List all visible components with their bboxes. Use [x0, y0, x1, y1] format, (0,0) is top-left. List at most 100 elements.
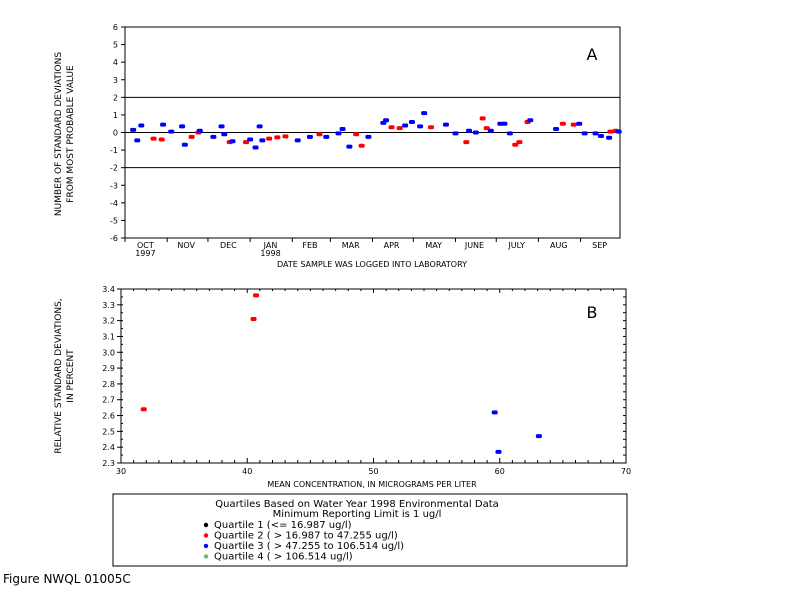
- panel-b-y-tick-label: 2.5: [102, 427, 115, 436]
- panel-a-data-point: [553, 126, 560, 131]
- panel-a-y-axis: 6 5 4 3 2 1 0 -1 -2 -3 -4 -5 -6: [110, 23, 125, 243]
- panel-a-x-month-label: MAY: [425, 241, 442, 250]
- panel-a-data-point: [466, 128, 473, 133]
- legend-item-label: Quartile 3 ( > 47.255 to 106.514 ug/l): [214, 541, 404, 552]
- panel-a-data-point: [252, 145, 259, 150]
- panel-a-data-point: [266, 136, 273, 141]
- panel-a-data-point: [179, 124, 186, 129]
- panel-a-data-point: [158, 137, 165, 142]
- panel-b-y-tick-label: 2.8: [102, 380, 115, 389]
- panel-a-y-tick-label: 5: [113, 41, 118, 50]
- panel-a-data-point: [274, 135, 281, 140]
- panel-a-y-tick-label: 0: [113, 129, 118, 138]
- panel-a-data-point: [427, 125, 434, 130]
- panel-b-y-tick-label: 2.9: [102, 364, 115, 373]
- legend-box: [112, 493, 628, 567]
- panel-b-y-tick-label: 2.4: [102, 443, 115, 452]
- panel-b-x-axis: 30 40 50 60 70: [116, 289, 631, 476]
- panel-b-y-tick-label: 3.0: [102, 348, 115, 357]
- panel-a-y-axis-label-line-2: FROM MOST PROBABLE VALUE: [66, 65, 76, 203]
- panel-b-y-tick-label: 3.1: [102, 332, 115, 341]
- panel-a-data-point: [396, 126, 403, 131]
- panel-a-data-point: [229, 139, 236, 144]
- panel-a-data-point: [487, 128, 494, 133]
- panel-a-data-point: [408, 119, 415, 124]
- panel-a-y-tick-label: -5: [110, 216, 118, 225]
- panel-a-x-month-label: JAN: [263, 241, 278, 250]
- panel-a-data-points: [130, 111, 622, 150]
- panel-b-x-tick-label: 40: [242, 467, 252, 476]
- panel-a-y-axis-label-line-1: NUMBER OF STANDARD DEVIATIONS: [54, 52, 64, 216]
- panel-a-x-year-label: 1997: [135, 249, 155, 258]
- panel-a-data-point: [134, 138, 141, 143]
- panel-b-y-tick-label: 2.3: [102, 459, 115, 468]
- panel-b-y-axis-label-line-2: IN PERCENT: [66, 349, 76, 403]
- panel-a-y-tick-label: 4: [113, 58, 118, 67]
- panel-a-data-point: [512, 142, 519, 147]
- panel-a-data-point: [247, 137, 254, 142]
- legend-item-label: Quartile 1 (<= 16.987 ug/l): [214, 520, 352, 531]
- panel-b-data-point: [495, 449, 502, 454]
- panel-b-data-points: [140, 293, 542, 454]
- panel-a-data-point: [210, 134, 217, 139]
- panel-b-x-tick-label: 60: [495, 467, 505, 476]
- panel-a-y-tick-label: -3: [110, 181, 118, 190]
- panel-b-data-point: [250, 317, 257, 322]
- panel-a-data-point: [306, 134, 313, 139]
- panel-a-x-month-label: DEC: [220, 241, 237, 250]
- panel-a-y-tick-label: 6: [113, 23, 118, 32]
- panel-a-data-point: [615, 129, 622, 134]
- panel-a-x-month-label: JUNE: [464, 241, 484, 250]
- panel-a-data-point: [160, 122, 167, 127]
- panel-a-y-tick-label: 1: [113, 111, 118, 120]
- panel-b-y-axis-label-line-1: RELATIVE STANDARD DEVIATIONS,: [54, 298, 64, 453]
- panel-b-x-tick-label: 50: [368, 467, 378, 476]
- legend-items: Quartile 1 (<= 16.987 ug/l)Quartile 2 ( …: [203, 520, 404, 563]
- legend-item-label: Quartile 2 ( > 16.987 to 47.255 ug/l): [214, 531, 398, 542]
- panel-a-y-tick-label: -6: [110, 234, 118, 243]
- panel-a-x-month-label: MAR: [342, 241, 360, 250]
- panel-a-data-point: [323, 134, 330, 139]
- panel-b-y-tick-label: 2.7: [102, 396, 115, 405]
- panel-a-data-point: [353, 132, 360, 137]
- panel-b-data-point: [253, 293, 260, 298]
- panel-b-y-tick-label: 2.6: [102, 412, 115, 421]
- panel-a-data-point: [506, 131, 513, 136]
- panel-a-data-point: [221, 132, 228, 137]
- panel-a-data-point: [483, 126, 490, 131]
- legend-item-label: Quartile 4 ( > 106.514 ug/l): [214, 552, 353, 563]
- panel-a-reference-lines: [125, 96, 620, 169]
- panel-a-data-point: [606, 135, 613, 140]
- panel-b-x-tick-label: 30: [116, 467, 126, 476]
- figure-caption: Figure NWQL 01005C: [3, 572, 131, 586]
- panel-a-y-axis-label: NUMBER OF STANDARD DEVIATIONS FROM MOST …: [54, 52, 76, 216]
- panel-a-data-point: [282, 134, 289, 139]
- panel-b-y-tick-label: 3.3: [102, 301, 115, 310]
- panel-a-data-point: [516, 140, 523, 145]
- panel-b-data-point: [535, 434, 542, 439]
- panel-a-data-point: [576, 121, 583, 126]
- panel-a-data-point: [346, 144, 353, 149]
- panel-a-data-point: [256, 124, 263, 129]
- legend-marker: [203, 543, 209, 549]
- panel-a-data-point: [383, 118, 390, 123]
- panel-a-x-month-label: OCT: [137, 241, 154, 250]
- panel-b-y-tick-label: 3.2: [102, 317, 115, 326]
- panel-a-data-point: [592, 131, 599, 136]
- panel-a-data-point: [388, 125, 395, 130]
- panel-a-data-point: [472, 130, 479, 135]
- panel-b-plot-frame: [120, 288, 627, 464]
- panel-a-y-tick-label: 3: [113, 76, 118, 85]
- panel-a-data-point: [559, 121, 566, 126]
- panel-a-data-point: [294, 138, 301, 143]
- panel-a-x-axis-label: DATE SAMPLE WAS LOGGED INTO LABORATORY: [277, 260, 467, 269]
- panel-a-data-point: [581, 131, 588, 136]
- panel-a-y-tick-label: -1: [110, 146, 118, 155]
- panel-b-x-axis-label: MEAN CONCENTRATION, IN MICROGRAMS PER LI…: [267, 480, 477, 489]
- panel-b-y-axis-label: RELATIVE STANDARD DEVIATIONS, IN PERCENT: [54, 298, 76, 453]
- panel-a-data-point: [150, 136, 157, 141]
- panel-a-y-tick-label: 2: [113, 93, 118, 102]
